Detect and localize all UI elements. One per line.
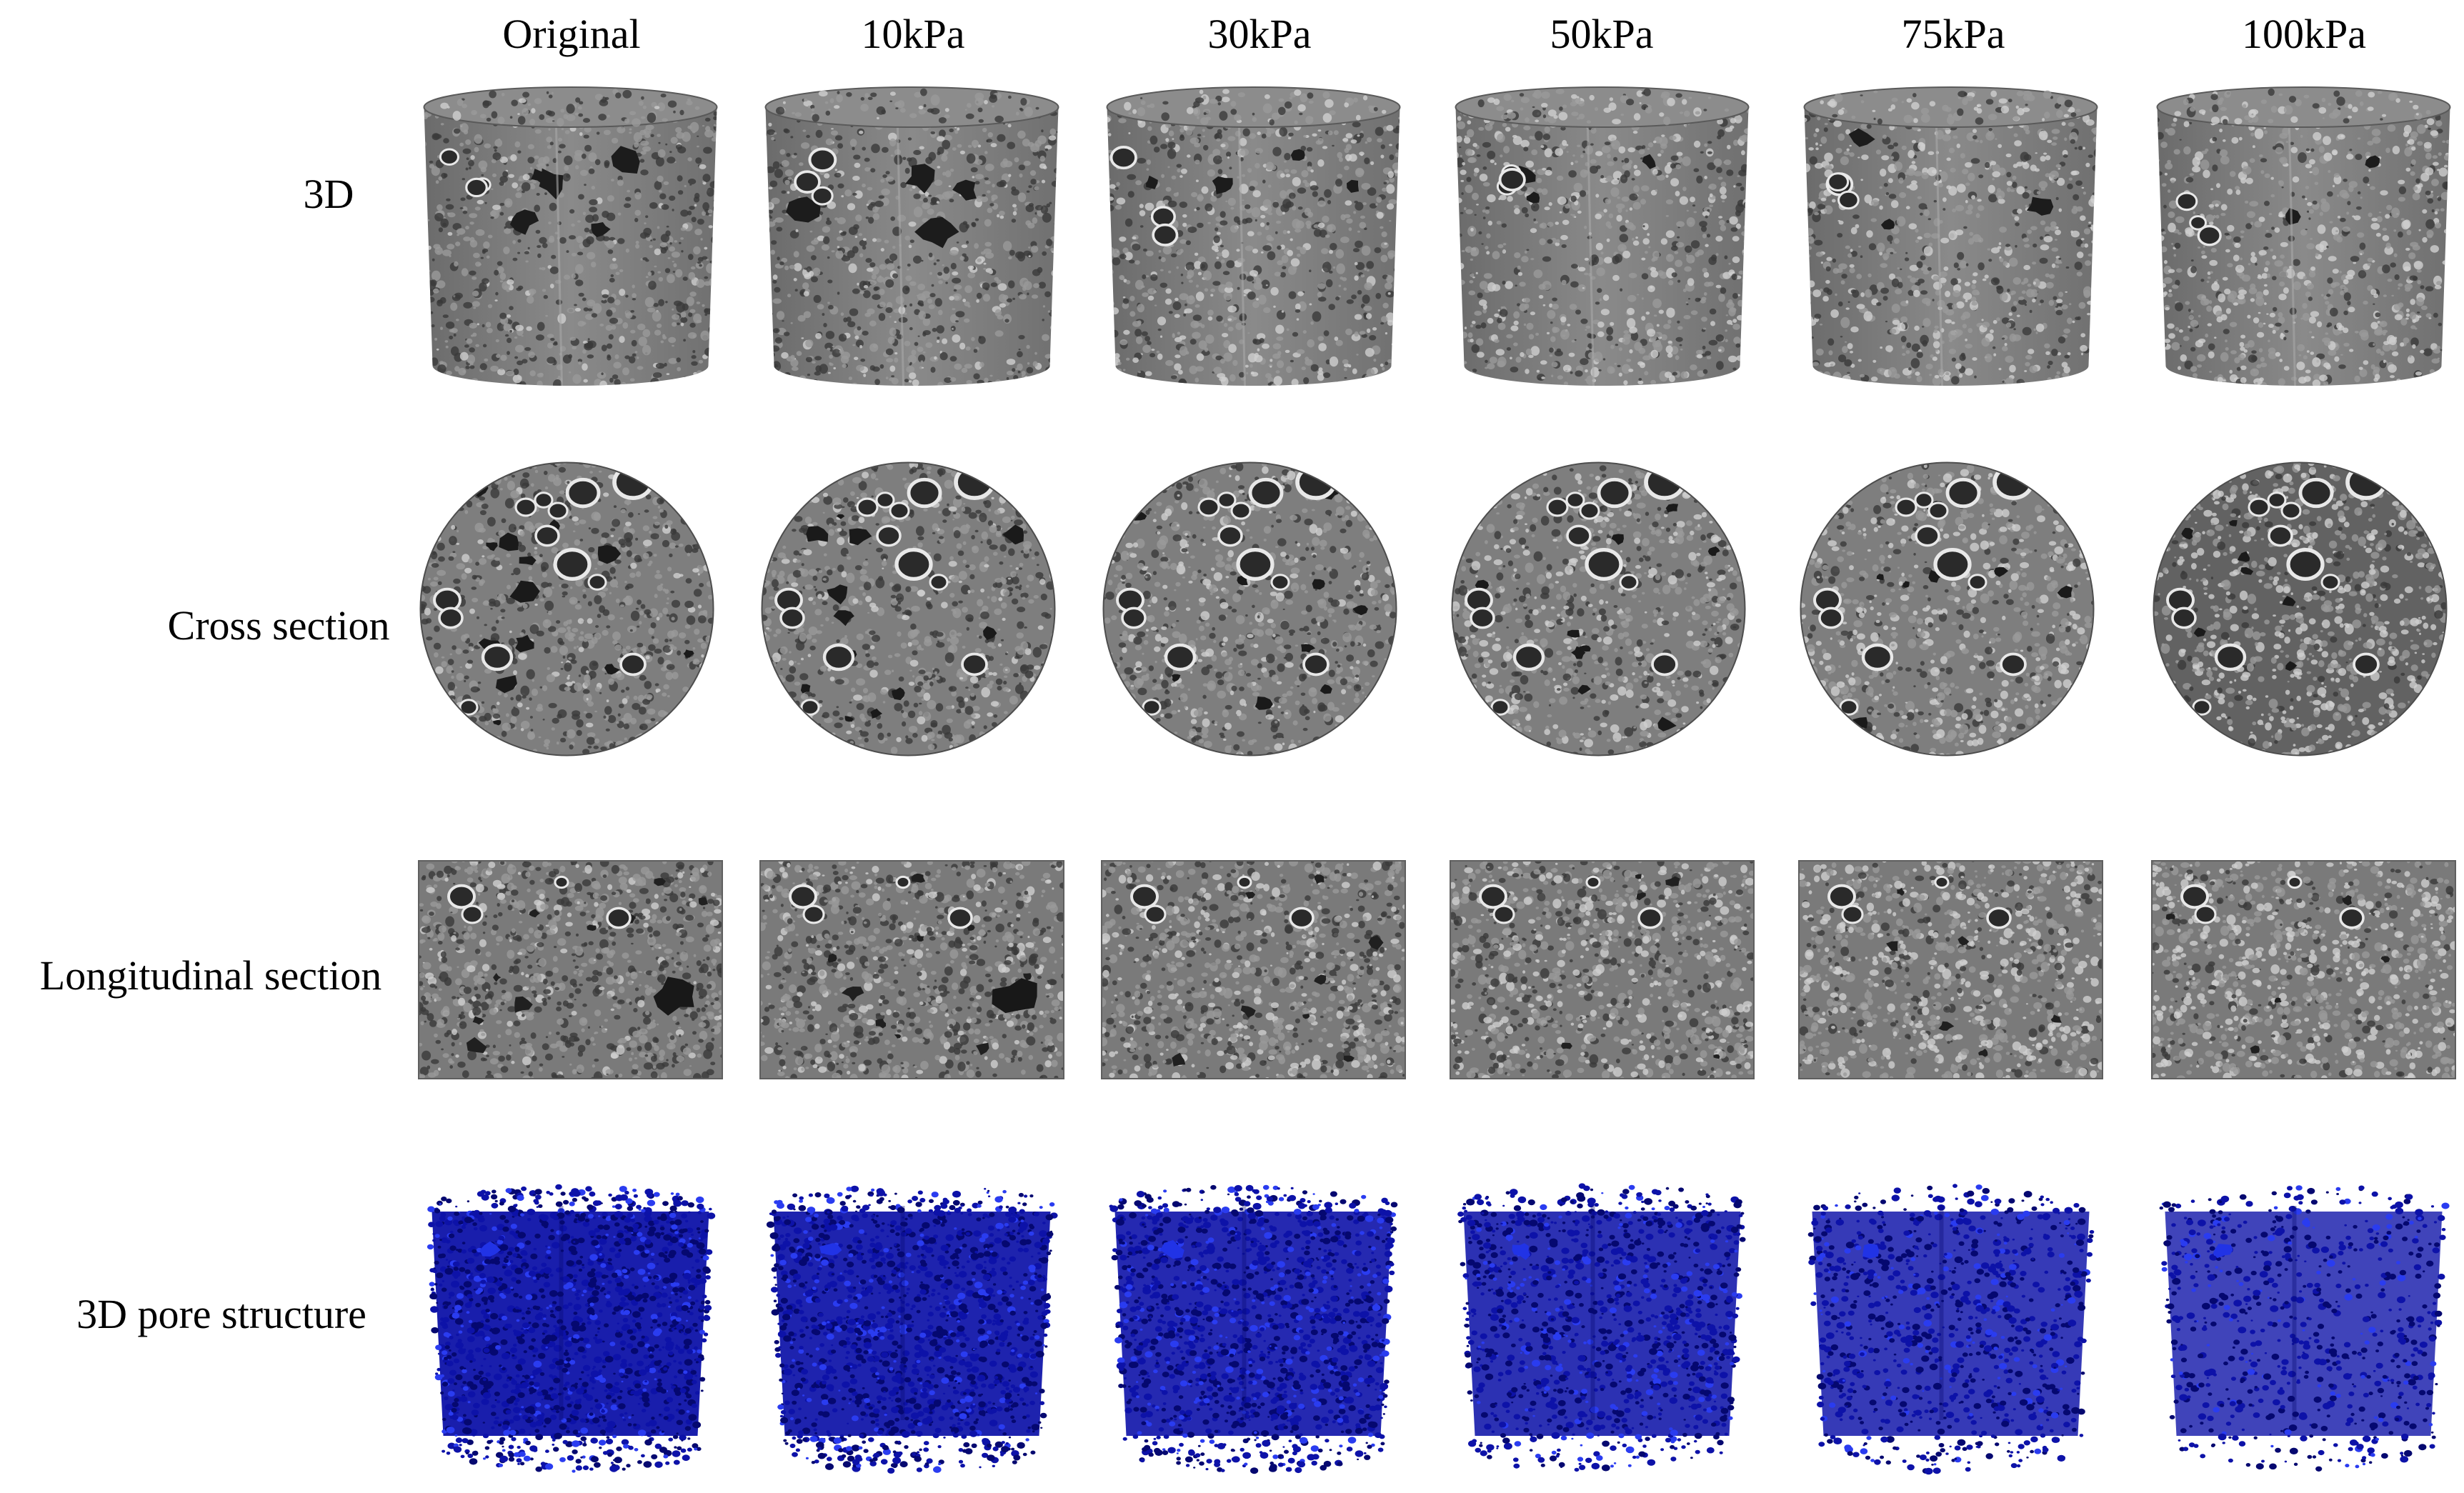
cross-section-original xyxy=(419,457,722,761)
pore-structure-3d-10kpa xyxy=(760,1179,1064,1493)
longitudinal-section-50kpa xyxy=(1450,861,1754,1079)
row-label-longitudinal-section: Longitudinal section xyxy=(7,947,414,1004)
cylinder-3d-50kpa xyxy=(1450,86,1754,386)
cross-section-30kpa xyxy=(1102,457,1405,761)
row-label-3d: 3D xyxy=(271,166,386,223)
cross-section-100kpa xyxy=(2152,457,2455,761)
cross-section-75kpa xyxy=(1799,457,2103,761)
pore-structure-3d-100kpa xyxy=(2152,1179,2455,1493)
longitudinal-section-10kpa xyxy=(760,861,1064,1079)
cylinder-3d-100kpa xyxy=(2152,86,2455,386)
column-header-100kpa: 100kPa xyxy=(2154,6,2454,63)
cylinder-3d-75kpa xyxy=(1799,86,2103,386)
pore-structure-3d-50kpa xyxy=(1450,1179,1754,1493)
longitudinal-section-30kpa xyxy=(1102,861,1405,1079)
column-header-original: Original xyxy=(422,6,722,63)
longitudinal-section-75kpa xyxy=(1799,861,2103,1079)
cylinder-3d-10kpa xyxy=(760,86,1064,386)
longitudinal-section-original xyxy=(419,861,722,1079)
cylinder-3d-30kpa xyxy=(1102,86,1405,386)
cylinder-3d-original xyxy=(419,86,722,386)
column-header-50kpa: 50kPa xyxy=(1452,6,1752,63)
pore-structure-3d-original xyxy=(419,1179,722,1493)
column-header-10kpa: 10kPa xyxy=(763,6,1063,63)
row-label-cross-section: Cross section xyxy=(143,597,414,654)
column-header-30kpa: 30kPa xyxy=(1109,6,1410,63)
cross-section-10kpa xyxy=(760,457,1064,761)
column-header-75kpa: 75kPa xyxy=(1803,6,2103,63)
cross-section-50kpa xyxy=(1450,457,1754,761)
row-label-3d-pore-structure: 3D pore structure xyxy=(36,1286,407,1343)
longitudinal-section-100kpa xyxy=(2152,861,2455,1079)
pore-structure-3d-75kpa xyxy=(1799,1179,2103,1493)
pore-structure-3d-30kpa xyxy=(1102,1179,1405,1493)
